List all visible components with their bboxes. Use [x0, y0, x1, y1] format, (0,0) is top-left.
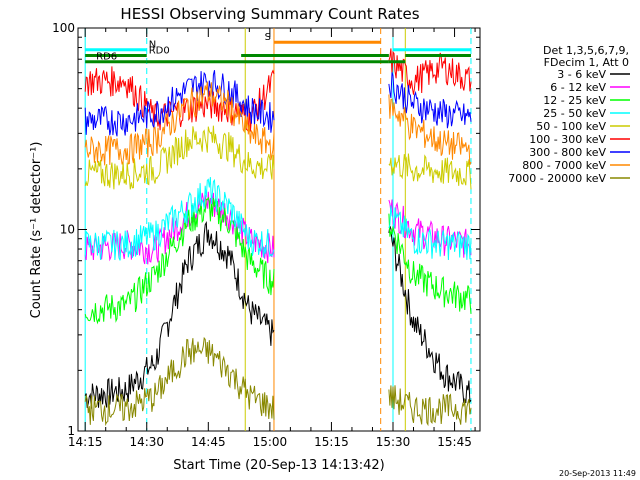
x-tick-label: 15:45 — [437, 435, 472, 449]
y-axis-label: Count Rate (s⁻¹ detector⁻¹) — [29, 142, 44, 319]
series-line — [84, 70, 472, 137]
legend-label: 50 - 100 keV — [536, 120, 606, 133]
legend-header-line-1: Det 1,3,5,6,7,9, — [543, 44, 629, 57]
axes: 14:15 14:30 14:45 15:00 15:15 15:30 15:45 1 10 10… — [52, 21, 480, 449]
flag-label: RD6 — [96, 52, 117, 63]
series-line — [84, 81, 472, 166]
flag-label: N — [149, 40, 156, 51]
chart-title: HESSI Observing Summary Count Rates — [120, 5, 419, 23]
series-line — [84, 125, 472, 190]
series-line — [84, 196, 472, 325]
flag-label: RD0 — [149, 46, 170, 57]
legend: Det 1,3,5,6,7,9, FDecim 1, Att 0 3 - 6 k… — [508, 44, 630, 185]
series-line — [84, 336, 472, 427]
legend-label: 6 - 12 keV — [550, 81, 606, 94]
x-tick-label: 15:30 — [376, 435, 411, 449]
x-tick-label: 14:15 — [68, 435, 103, 449]
x-tick-label: 14:45 — [191, 435, 226, 449]
x-tick-label: 14:30 — [129, 435, 164, 449]
y-tick-label: 100 — [52, 21, 75, 35]
legend-label: 7000 - 20000 keV — [508, 172, 606, 185]
y-tick-label: 10 — [60, 223, 75, 237]
legend-label: 800 - 7000 keV — [522, 159, 606, 172]
timestamp: 20-Sep-2013 11:49 — [559, 469, 636, 478]
legend-header-line-2: FDecim 1, Att 0 — [544, 56, 629, 69]
x-tick-label: 15:00 — [253, 435, 288, 449]
series-line — [84, 177, 472, 261]
legend-label: 25 - 50 keV — [543, 107, 606, 120]
legend-label: 300 - 800 keV — [529, 146, 606, 159]
legend-label: 3 - 6 keV — [557, 68, 606, 81]
x-axis-label: Start Time (20-Sep-13 14:13:42) — [173, 458, 384, 473]
legend-label: 12 - 25 keV — [543, 94, 606, 107]
flag-label: S — [265, 32, 271, 43]
y-tick-label: 1 — [67, 424, 75, 438]
legend-label: 100 - 300 keV — [529, 133, 606, 146]
x-tick-label: 15:15 — [314, 435, 349, 449]
